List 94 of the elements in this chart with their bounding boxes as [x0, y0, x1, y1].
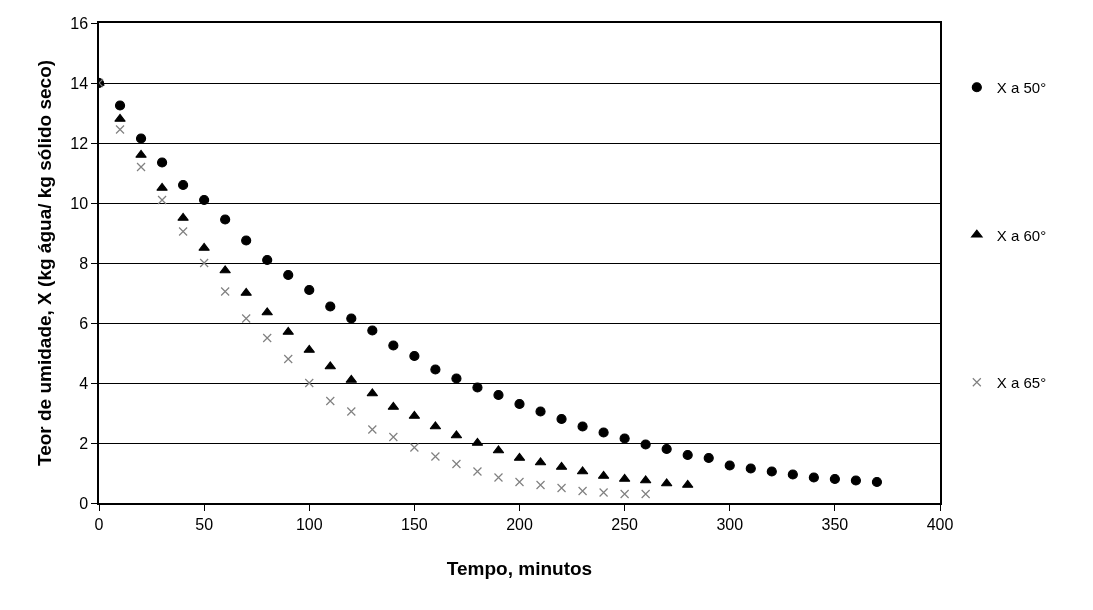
- point: [346, 406, 356, 417]
- x-tick-label: 50: [195, 515, 214, 533]
- point: [156, 157, 168, 168]
- point: [808, 472, 819, 483]
- point: [619, 433, 630, 444]
- x-tick-label: 200: [506, 515, 533, 533]
- y-tick-label: 16: [70, 14, 89, 32]
- point: [472, 466, 483, 477]
- point: [178, 179, 189, 191]
- point: [472, 382, 483, 393]
- point: [156, 182, 168, 191]
- x-tick-label: 0: [94, 515, 104, 533]
- point: [261, 307, 273, 316]
- point: [493, 389, 504, 401]
- y-tick-label: 4: [79, 374, 89, 392]
- point: [367, 325, 378, 336]
- point: [598, 427, 609, 438]
- point: [620, 489, 630, 499]
- point: [220, 286, 230, 297]
- point: [556, 483, 567, 493]
- point: [787, 469, 798, 480]
- x-tick-label: 300: [716, 515, 744, 533]
- point: [682, 449, 693, 461]
- x-tick-label: 150: [401, 515, 428, 533]
- point: [136, 162, 146, 172]
- point: [135, 149, 147, 158]
- y-tick-label: 6: [79, 314, 89, 332]
- point: [198, 242, 210, 251]
- x-tick-label: 100: [295, 515, 323, 533]
- point: [178, 226, 188, 237]
- x-axis-title: Tempo, minutos: [446, 558, 593, 580]
- point: [556, 413, 567, 425]
- point: [388, 432, 398, 442]
- point: [346, 313, 357, 324]
- y-tick-label: 2: [79, 434, 89, 452]
- point: [367, 424, 377, 435]
- point: [451, 373, 462, 384]
- point: [177, 212, 189, 221]
- point: [199, 258, 209, 268]
- point: [724, 460, 735, 471]
- point: [219, 265, 231, 274]
- point: [703, 452, 714, 464]
- legend-label: X a 60°: [996, 226, 1047, 244]
- x-tick-label: 250: [611, 515, 639, 533]
- y-tick-label: 8: [79, 254, 89, 272]
- point: [514, 398, 525, 410]
- point: [535, 480, 546, 490]
- point: [850, 475, 861, 486]
- point: [135, 133, 147, 144]
- point: [262, 333, 272, 343]
- legend-label: X a 65°: [996, 374, 1047, 392]
- point: [304, 378, 314, 388]
- point: [241, 313, 251, 324]
- y-axis-title: Teor de umidade, X (kg água/ kg sólido seco): [33, 59, 55, 467]
- point: [262, 254, 273, 266]
- point: [199, 194, 210, 206]
- point: [577, 421, 588, 432]
- point: [304, 284, 315, 296]
- point: [325, 301, 336, 312]
- point: [641, 489, 651, 499]
- point: [241, 235, 252, 246]
- y-tick-label: 10: [70, 194, 89, 212]
- point: [514, 477, 525, 487]
- point: [114, 113, 126, 122]
- point: [745, 463, 756, 474]
- point: [577, 486, 588, 496]
- point: [220, 214, 231, 225]
- point: [661, 443, 672, 455]
- point: [388, 340, 399, 351]
- point: [409, 442, 419, 453]
- point: [240, 287, 252, 296]
- point: [535, 406, 546, 417]
- point: [493, 472, 504, 483]
- point: [114, 100, 126, 111]
- point: [283, 354, 293, 364]
- point: [599, 487, 609, 498]
- point: [871, 476, 883, 488]
- y-tick-label: 14: [70, 74, 89, 92]
- point: [325, 396, 335, 406]
- point: [766, 466, 777, 477]
- point: [430, 451, 440, 462]
- point: [829, 473, 840, 485]
- y-tick-label: 12: [70, 134, 89, 152]
- point: [451, 459, 462, 469]
- point: [409, 350, 420, 362]
- x-tick-label: 400: [926, 515, 954, 533]
- point: [640, 439, 651, 450]
- y-tick-label: 0: [79, 494, 89, 512]
- point: [157, 195, 167, 205]
- point: [430, 364, 441, 375]
- legend-label: X a 50°: [996, 79, 1047, 97]
- point: [115, 124, 125, 135]
- x-tick-label: 350: [821, 515, 849, 533]
- point: [283, 269, 294, 281]
